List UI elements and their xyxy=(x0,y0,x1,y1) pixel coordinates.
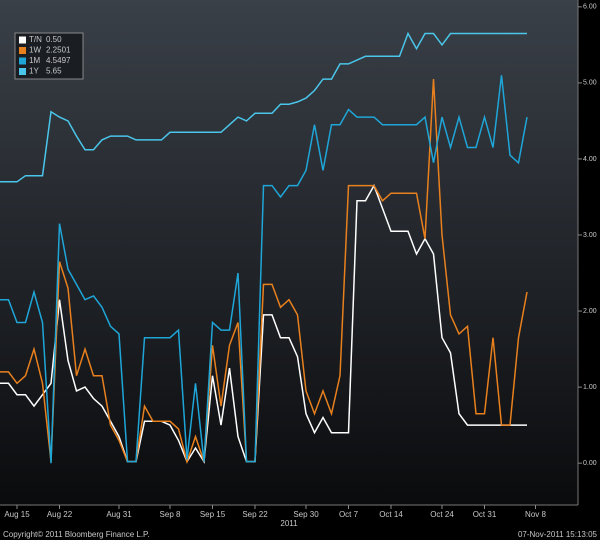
y-tick-label: 3.00 xyxy=(583,232,597,239)
x-tick-label: Nov 8 xyxy=(525,510,546,519)
x-tick-label: Oct 31 xyxy=(473,510,497,519)
x-axis-label: 2011 xyxy=(280,519,298,528)
x-tick-label: Oct 7 xyxy=(339,510,359,519)
legend-swatch xyxy=(19,57,26,65)
legend xyxy=(14,32,84,80)
copyright: Copyright© 2011 Bloomberg Finance L.P. xyxy=(3,530,150,539)
legend-label: T/N xyxy=(29,35,42,44)
legend-swatch xyxy=(19,36,26,44)
timestamp: 07-Nov-2011 15:13:05 xyxy=(518,530,598,539)
x-tick-label: Oct 24 xyxy=(430,510,454,519)
series-line xyxy=(0,75,528,464)
series-line xyxy=(0,183,527,464)
y-tick-label: 0.00 xyxy=(583,460,597,467)
x-tick-label: Sep 22 xyxy=(242,510,268,519)
x-tick-label: Aug 15 xyxy=(4,510,30,519)
x-tick-label: Sep 8 xyxy=(160,510,181,519)
legend-value: 0.50 xyxy=(46,35,62,44)
y-tick-label: 6.00 xyxy=(583,4,597,11)
y-tick-label: 2.00 xyxy=(583,308,597,315)
legend-label: 1W xyxy=(29,46,41,55)
series-line xyxy=(0,79,528,465)
x-tick-label: Sep 15 xyxy=(200,510,226,519)
legend-value: 5.65 xyxy=(46,67,62,76)
plot-area xyxy=(0,0,578,505)
legend-swatch xyxy=(19,47,26,54)
legend-value: 2.2501 xyxy=(46,46,71,55)
x-tick-label: Sep 30 xyxy=(293,510,319,519)
y-tick-label: 5.00 xyxy=(583,80,597,87)
x-tick-label: Aug 22 xyxy=(47,510,73,519)
y-tick-label: 1.00 xyxy=(583,384,597,391)
x-tick-label: Oct 14 xyxy=(379,510,403,519)
legend-swatch xyxy=(19,68,26,75)
series-line xyxy=(0,31,527,183)
legend-label: 1Y xyxy=(29,67,39,76)
legend-value: 4.5497 xyxy=(46,56,71,65)
legend-label: 1M xyxy=(29,56,40,65)
y-tick-label: 4.00 xyxy=(583,156,597,163)
x-tick-label: Aug 31 xyxy=(106,510,132,519)
